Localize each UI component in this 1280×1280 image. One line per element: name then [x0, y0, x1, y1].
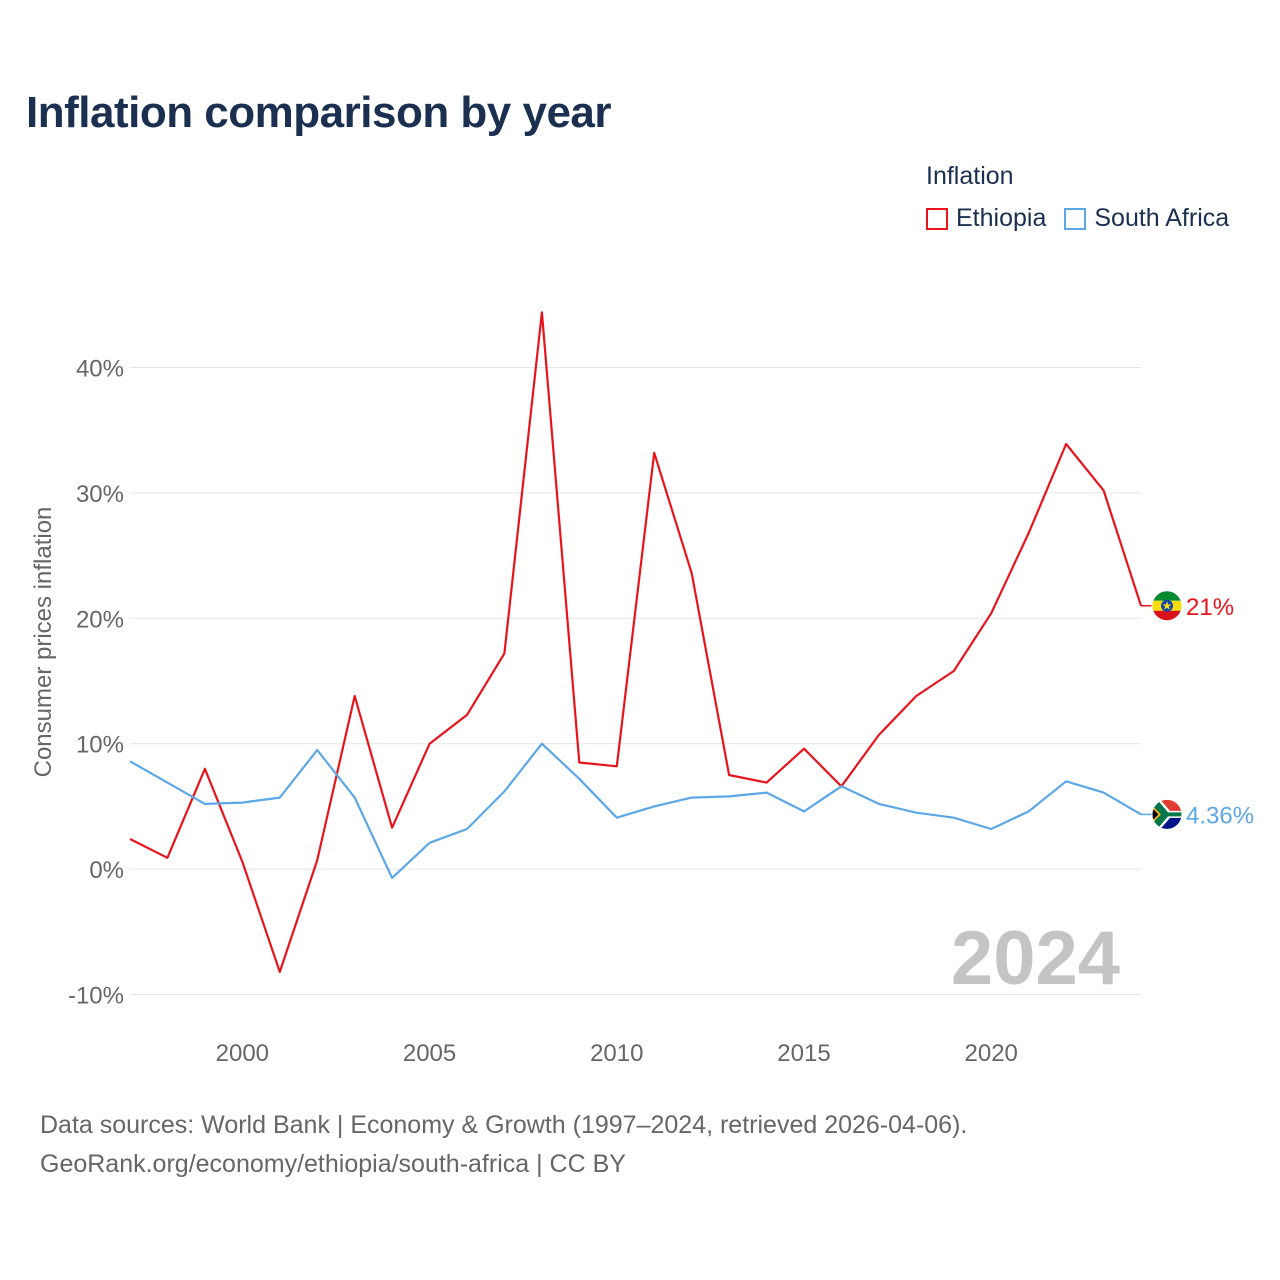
y-axis-label: Consumer prices inflation — [30, 507, 57, 778]
ethiopia-flag-fill — [1152, 590, 1182, 621]
y-tick-label: 40% — [76, 356, 124, 383]
flag-green-y — [1152, 799, 1182, 830]
flag-border — [1151, 798, 1183, 830]
x-tick-label: 2000 — [216, 1040, 269, 1067]
chart-title: Inflation comparison by year — [26, 88, 612, 137]
flag-stripe-green — [1152, 590, 1182, 601]
end-value-label: 21% — [1186, 594, 1234, 621]
line-chart: 2024 -10% 0% 10% 20% 30% 40% 2000 2005 2010 2015… — [30, 311, 1254, 1067]
footer-source: Data sources: World Bank | Economy & Gro… — [40, 1111, 968, 1139]
y-tick-label: 30% — [76, 481, 124, 508]
y-tick-label: 10% — [76, 732, 124, 759]
x-tick-label: 2015 — [777, 1040, 830, 1067]
series-line-ethiopia — [129, 311, 1143, 974]
x-tick-label: 2010 — [590, 1040, 643, 1067]
y-tick-label: -10% — [68, 983, 124, 1010]
y-tick-label: 0% — [89, 857, 124, 884]
x-tick-label: 2005 — [403, 1040, 456, 1067]
legend-item-ethiopia[interactable]: Ethiopia — [926, 204, 1046, 233]
legend-swatch-ethiopia — [926, 207, 948, 230]
flag-star — [1162, 601, 1172, 610]
x-tick-label: 2020 — [965, 1040, 1018, 1067]
legend-swatch-south-africa — [1064, 207, 1087, 230]
legend: Ethiopia South Africa — [926, 204, 1247, 233]
flag-border — [1151, 590, 1183, 622]
y-tick-label: 20% — [76, 606, 124, 633]
footer-attribution[interactable]: GeoRank.org/economy/ethiopia/south-afric… — [40, 1150, 626, 1178]
ethiopia-flag — [1151, 590, 1183, 622]
legend-label-south-africa: South Africa — [1094, 204, 1230, 232]
series-line-south-africa — [129, 742, 1142, 880]
year-watermark: 2024 — [951, 916, 1120, 1001]
south-africa-flag-fill — [1152, 799, 1182, 830]
end-value-label: 4.36% — [1186, 802, 1254, 829]
legend-label-ethiopia: Ethiopia — [956, 204, 1047, 232]
footer: Data sources: World Bank | Economy & Gro… — [40, 1106, 967, 1184]
flag-stripe-red — [1152, 610, 1182, 621]
south-africa-flag — [1151, 798, 1183, 830]
legend-item-south-africa[interactable]: South Africa — [1064, 204, 1229, 233]
flag-black-triangle — [1152, 807, 1159, 821]
legend-title: Inflation — [926, 162, 1014, 190]
